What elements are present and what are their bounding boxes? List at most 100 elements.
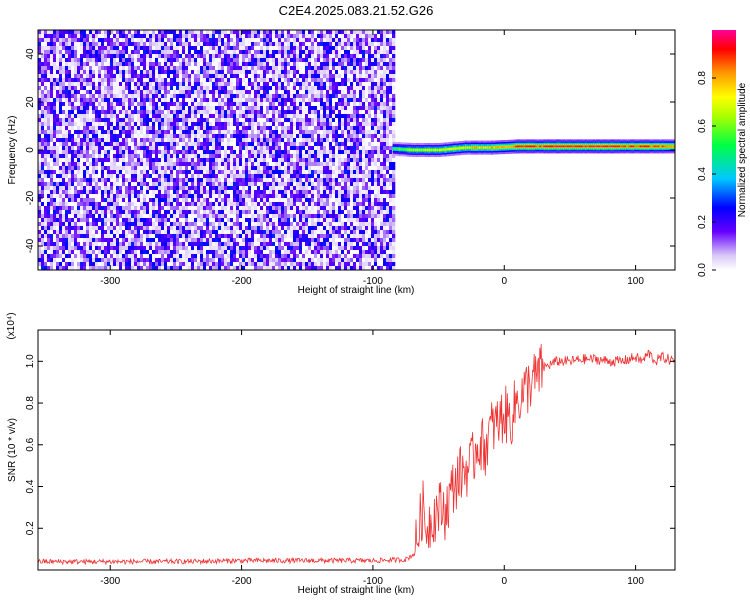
heatmap-noise-cell: [110, 174, 114, 179]
heatmap-noise-cell: [95, 138, 99, 143]
heatmap-noise-cell: [182, 114, 186, 119]
heatmap-noise-cell: [209, 142, 213, 147]
heatmap-noise-cell: [263, 102, 267, 107]
heatmap-noise-cell: [119, 222, 123, 227]
heatmap-noise-cell: [224, 198, 228, 203]
heatmap-noise-cell: [104, 174, 108, 179]
heatmap-noise-cell: [278, 210, 282, 215]
heatmap-noise-cell: [194, 110, 198, 115]
heatmap-noise-cell: [236, 130, 240, 135]
heatmap-noise-cell: [143, 90, 147, 95]
heatmap-noise-cell: [89, 138, 93, 143]
heatmap-noise-cell: [128, 74, 132, 79]
heatmap-noise-cell: [200, 174, 204, 179]
heatmap-noise-cell: [65, 138, 69, 143]
heatmap-noise-cell: [272, 258, 276, 263]
heatmap-noise-cell: [59, 166, 63, 171]
heatmap-noise-cell: [101, 150, 105, 155]
heatmap-noise-cell: [113, 222, 117, 227]
heatmap-noise-cell: [68, 174, 72, 179]
heatmap-noise-cell: [83, 70, 87, 75]
heatmap-noise-cell: [164, 178, 168, 183]
heatmap-noise-cell: [107, 38, 111, 43]
heatmap-noise-cell: [65, 170, 69, 175]
heatmap-noise-cell: [167, 246, 171, 251]
heatmap-noise-cell: [101, 46, 105, 51]
heatmap-noise-cell: [41, 146, 45, 151]
heatmap-noise-cell: [41, 258, 45, 263]
heatmap-noise-cell: [176, 38, 180, 43]
heatmap-noise-cell: [209, 54, 213, 59]
heatmap-noise-cell: [134, 54, 138, 59]
heatmap-noise-cell: [203, 106, 207, 111]
heatmap-noise-cell: [173, 90, 177, 95]
heatmap-noise-cell: [122, 82, 126, 87]
heatmap-noise-cell: [275, 210, 279, 215]
heatmap-noise-cell: [284, 66, 288, 71]
heatmap-noise-cell: [44, 66, 48, 71]
heatmap-noise-cell: [143, 82, 147, 87]
heatmap-noise-cell: [254, 254, 258, 259]
heatmap-noise-cell: [176, 202, 180, 207]
heatmap-noise-cell: [47, 50, 51, 55]
heatmap-noise-cell: [44, 210, 48, 215]
heatmap-noise-cell: [206, 30, 210, 35]
heatmap-noise-cell: [281, 190, 285, 195]
heatmap-noise-cell: [146, 58, 150, 63]
heatmap-noise-cell: [185, 250, 189, 255]
heatmap-noise-cell: [263, 38, 267, 43]
heatmap-noise-cell: [89, 158, 93, 163]
heatmap-noise-cell: [44, 142, 48, 147]
heatmap-noise-cell: [188, 50, 192, 55]
heatmap-noise-cell: [203, 38, 207, 43]
heatmap-noise-cell: [242, 54, 246, 59]
heatmap-noise-cell: [251, 122, 255, 127]
heatmap-noise-cell: [131, 202, 135, 207]
heatmap-noise-cell: [83, 142, 87, 147]
heatmap-noise-cell: [191, 78, 195, 83]
heatmap-noise-cell: [281, 114, 285, 119]
heatmap-noise-cell: [188, 190, 192, 195]
heatmap-noise-cell: [161, 154, 165, 159]
heatmap-noise-cell: [68, 114, 72, 119]
heatmap-noise-cell: [173, 262, 177, 267]
heatmap-noise-cell: [131, 210, 135, 215]
heatmap-noise-cell: [80, 206, 84, 211]
heatmap-noise-cell: [149, 206, 153, 211]
heatmap-noise-cell: [62, 86, 66, 91]
heatmap-noise-cell: [149, 210, 153, 215]
heatmap-noise-cell: [200, 230, 204, 235]
heatmap-noise-cell: [263, 154, 267, 159]
heatmap-noise-cell: [71, 34, 75, 39]
heatmap-noise-cell: [47, 46, 51, 51]
heatmap-noise-cell: [170, 190, 174, 195]
heatmap-noise-cell: [59, 122, 63, 127]
heatmap-noise-cell: [224, 54, 228, 59]
heatmap-noise-cell: [224, 102, 228, 107]
heatmap-noise-cell: [188, 30, 192, 35]
heatmap-noise-cell: [233, 266, 237, 270]
heatmap-noise-cell: [98, 206, 102, 211]
heatmap-noise-cell: [101, 110, 105, 115]
heatmap-noise-cell: [101, 70, 105, 75]
heatmap-noise-cell: [113, 134, 117, 139]
heatmap-noise-cell: [209, 62, 213, 67]
heatmap-noise-cell: [71, 190, 75, 195]
heatmap-noise-cell: [137, 238, 141, 243]
heatmap-noise-cell: [134, 210, 138, 215]
heatmap-noise-cell: [242, 250, 246, 255]
heatmap-noise-cell: [68, 222, 72, 227]
heatmap-noise-cell: [134, 110, 138, 115]
heatmap-noise-cell: [125, 82, 129, 87]
heatmap-noise-cell: [197, 238, 201, 243]
heatmap-noise-cell: [191, 102, 195, 107]
heatmap-noise-cell: [278, 102, 282, 107]
heatmap-noise-cell: [74, 94, 78, 99]
heatmap-noise-cell: [62, 38, 66, 43]
heatmap-noise-cell: [254, 54, 258, 59]
heatmap-noise-cell: [236, 162, 240, 167]
heatmap-noise-cell: [245, 142, 249, 147]
heatmap-noise-cell: [284, 46, 288, 51]
heatmap-noise-cell: [65, 130, 69, 135]
heatmap-noise-cell: [233, 106, 237, 111]
